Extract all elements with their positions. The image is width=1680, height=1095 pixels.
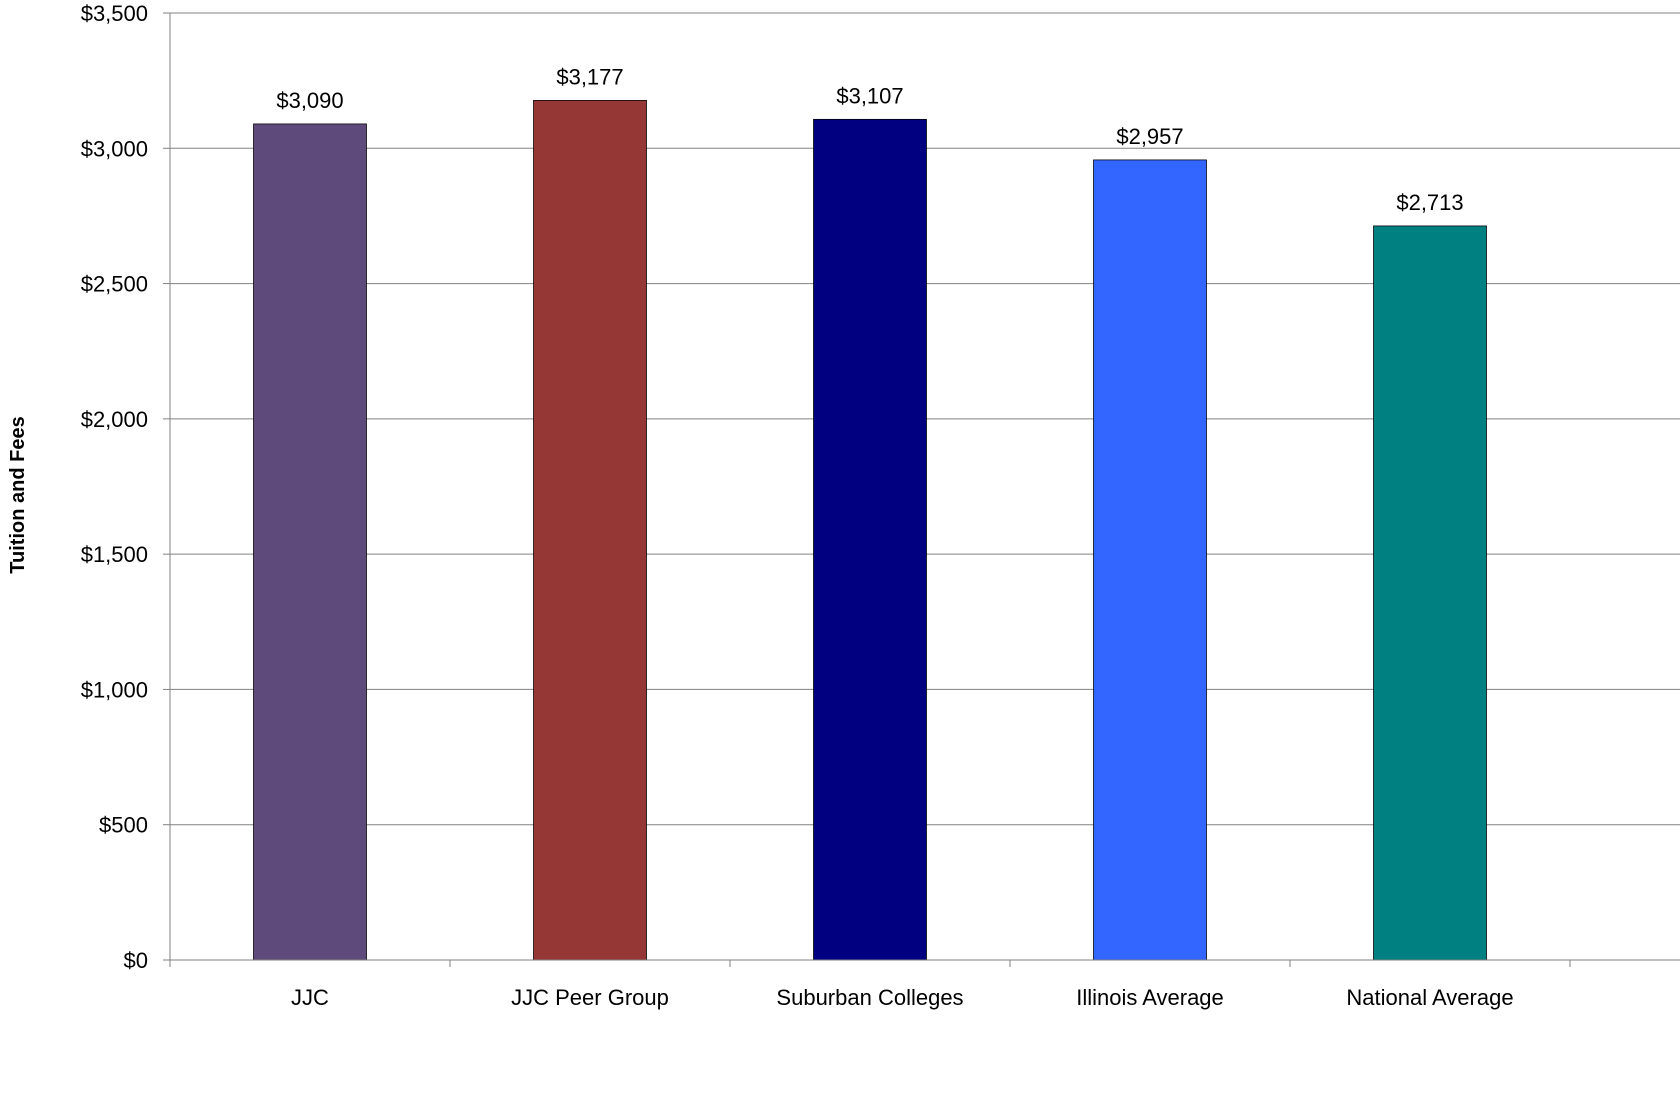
- data-label: $3,177: [556, 64, 623, 89]
- bar: [1373, 225, 1487, 961]
- y-tick-label: $0: [124, 948, 148, 973]
- bars: [253, 100, 1487, 961]
- bar: [1093, 159, 1207, 961]
- data-label: $2,957: [1116, 124, 1183, 149]
- x-category-label: JJC Peer Group: [511, 985, 669, 1010]
- x-category-label: Illinois Average: [1076, 985, 1224, 1010]
- bar: [813, 118, 927, 961]
- y-tick-label: $3,000: [81, 136, 148, 161]
- y-axis-title: Tuition and Fees: [7, 416, 29, 573]
- data-label: $3,090: [276, 88, 343, 113]
- axes: [163, 12, 1680, 967]
- x-category-label: National Average: [1346, 985, 1513, 1010]
- y-tick-label: $3,500: [81, 1, 148, 26]
- x-category-label: JJC: [291, 985, 329, 1010]
- y-tick-label: $2,500: [81, 272, 148, 297]
- data-label: $2,713: [1396, 190, 1463, 215]
- y-tick-label: $1,000: [81, 677, 148, 702]
- data-label: $3,107: [836, 83, 903, 108]
- bar: [533, 100, 647, 961]
- labels: $0 $500 $1,000 $1,500 $2,000 $2,500 $3,000 $3,5…: [81, 1, 1514, 1010]
- y-tick-label: $2,000: [81, 407, 148, 432]
- y-tick-label: $1,500: [81, 542, 148, 567]
- x-category-label: Suburban Colleges: [776, 985, 963, 1010]
- y-tick-label: $500: [99, 813, 148, 838]
- bar: [253, 123, 367, 961]
